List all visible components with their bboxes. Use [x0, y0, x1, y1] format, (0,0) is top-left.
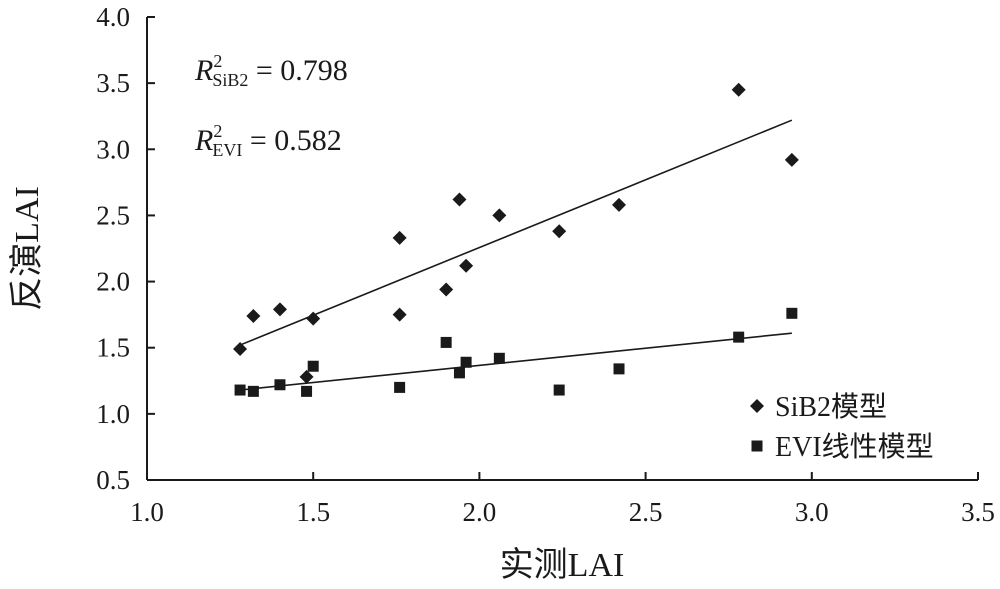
r2-annotation: R2 SiB2 = 0.798 [194, 51, 348, 90]
evi-data-point [553, 384, 565, 396]
r2-superscript: 2 [213, 51, 222, 71]
sib2-data-point [299, 369, 314, 384]
sib2-data-point [459, 258, 474, 273]
sib2-data-point [439, 282, 454, 297]
x-tick-label: 2.0 [463, 497, 497, 527]
x-tick-label: 3.5 [961, 497, 995, 527]
sib2-data-point [272, 302, 287, 317]
r2-symbol: R [194, 54, 213, 87]
r2-superscript: 2 [213, 121, 222, 141]
sib2-data-point [552, 224, 567, 239]
y-tick-label: 4.0 [96, 2, 130, 32]
evi-data-point [440, 336, 452, 348]
r2-subscript: SiB2 [212, 70, 248, 90]
evi-data-point [493, 352, 505, 364]
data-points [233, 82, 799, 397]
y-tick-label: 2.5 [96, 200, 130, 230]
r2-symbol: R [194, 124, 213, 157]
evi-data-point [733, 331, 745, 343]
sib2-data-point [731, 82, 746, 97]
x-axis-title: 实测LAI [500, 546, 625, 584]
y-axis-title: 反演LAI [8, 186, 46, 311]
evi-data-point [247, 385, 259, 397]
sib2-data-point [784, 152, 799, 167]
y-tick-label: 3.0 [96, 134, 130, 164]
evi-data-point [786, 307, 798, 319]
evi-data-point [301, 385, 313, 397]
evi-data-point [613, 363, 625, 375]
evi-data-point [307, 360, 319, 372]
evi-data-point [274, 379, 286, 391]
trendline [239, 332, 792, 391]
r2-subscript: EVI [212, 140, 242, 160]
x-tick-label: 1.0 [130, 497, 164, 527]
sib2-data-point [392, 307, 407, 322]
x-tick-label: 3.0 [795, 497, 829, 527]
trendline [239, 119, 793, 346]
y-tick-label: 1.0 [96, 399, 130, 429]
sib2-data-point [392, 230, 407, 245]
r2-annotation: R2 EVI = 0.582 [194, 121, 342, 160]
x-tick-label: 2.5 [629, 497, 663, 527]
evi-data-point [453, 367, 465, 379]
y-tick-label: 2.0 [96, 267, 130, 297]
y-tick-label: 3.5 [96, 68, 130, 98]
evi-data-point [460, 356, 472, 368]
evi-data-point [234, 384, 246, 396]
x-tick-label: 1.5 [296, 497, 330, 527]
axes: 1.0 1.5 2.0 2.5 3.0 3.50.51.01.52.02.53.03.54… [8, 2, 995, 584]
sib2-data-point [492, 208, 507, 223]
trendlines [239, 119, 793, 391]
evi-data-point [394, 381, 406, 393]
legend: SiB2模型 EVI线性模型 [750, 391, 934, 463]
sib2-data-point [612, 197, 627, 212]
legend-label: SiB2模型 [775, 391, 887, 423]
r2-value: = 0.582 [242, 124, 341, 157]
y-tick-label: 0.5 [96, 465, 130, 495]
sib2-data-point [246, 308, 261, 323]
sib2-data-point [233, 342, 248, 357]
y-tick-label: 1.5 [96, 333, 130, 363]
legend-label: EVI线性模型 [775, 431, 934, 463]
legend-square-marker [751, 440, 763, 452]
legend-diamond-marker [750, 399, 764, 413]
r2-value: = 0.798 [248, 54, 347, 87]
sib2-data-point [452, 192, 467, 207]
sib2-data-point [306, 311, 321, 326]
